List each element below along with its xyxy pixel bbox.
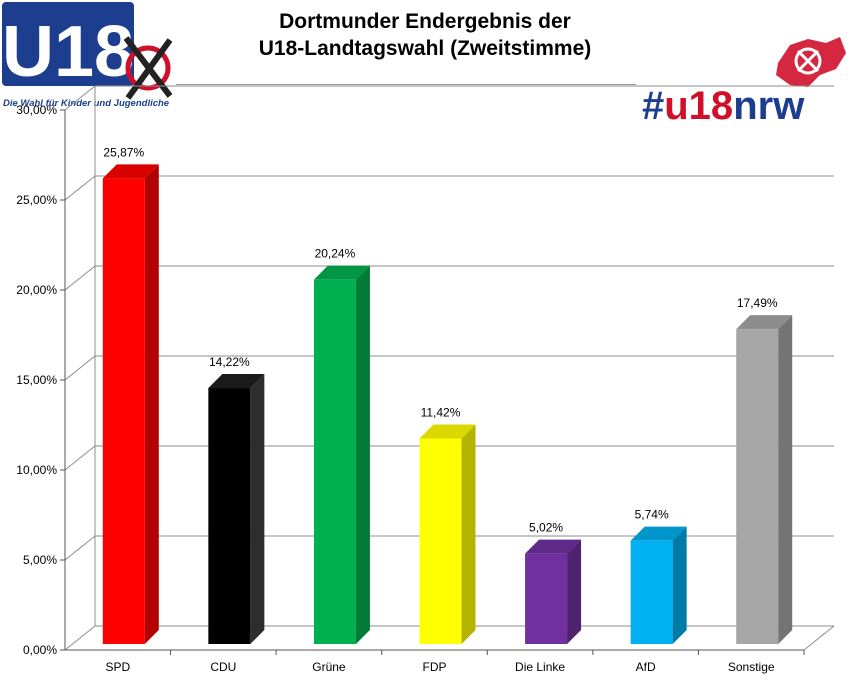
gridline-side: [64, 625, 96, 651]
bar-front: [313, 279, 356, 644]
chart-title-line-2: U18-Landtagswahl (Zweitstimme): [258, 37, 592, 60]
gridline-side: [64, 175, 96, 201]
x-tick-label: Die Linke: [515, 660, 565, 674]
bar-front: [419, 438, 462, 644]
x-tick-label: Grüne: [312, 660, 346, 674]
x-tick-label: AfD: [636, 660, 656, 674]
bar-top: [525, 539, 582, 554]
chart-title-line-1: Dortmunder Endergebnis der: [279, 10, 571, 33]
bar-spd: [102, 164, 159, 644]
bar-front: [102, 178, 145, 644]
value-label: 20,24%: [315, 247, 356, 261]
bar-side: [144, 164, 159, 644]
bar-cdu: [208, 374, 265, 644]
bar-front: [630, 540, 673, 644]
bar-afd: [630, 526, 687, 644]
bar-sonstige: [736, 315, 793, 644]
title-divider: [176, 84, 636, 85]
y-tick-label: 15,00%: [16, 373, 57, 387]
value-label: 14,22%: [209, 355, 250, 369]
bar-top: [102, 164, 159, 179]
nrw-map-icon: [776, 37, 846, 87]
x-tick-label: SPD: [105, 660, 130, 674]
label-layer: 25,87% 14,22% 20,24% 11,42% 5,02% 5,74% 17,49%: [103, 145, 777, 534]
bar-side: [672, 526, 687, 644]
x-tick-label: Sonstige: [728, 660, 775, 674]
bar-fdp: [419, 424, 476, 644]
u18nrw-logo-text: #u18nrw: [642, 84, 805, 128]
gridline-side: [64, 85, 96, 111]
value-label: 5,74%: [635, 508, 669, 522]
bar-top: [208, 374, 265, 389]
gridline-side: [64, 265, 96, 291]
bar-side: [567, 539, 582, 644]
bar-top: [736, 315, 793, 330]
gridline-side: [64, 535, 96, 561]
bar-front: [525, 553, 568, 644]
axis-layer: 0,00% 5,00% 10,00% 15,00% 20,00% 25,00% 30,00%…: [16, 103, 835, 674]
bar-front: [208, 388, 251, 644]
value-label: 17,49%: [737, 296, 778, 310]
bar-die-linke: [525, 539, 582, 644]
bar-grüne: [313, 265, 370, 644]
bar-layer: [102, 164, 793, 644]
x-tick-label: FDP: [423, 660, 447, 674]
bar-top: [630, 526, 687, 541]
u18nrw-logo: #u18nrw: [642, 37, 846, 128]
u18-logo: U18 Die Wahl für Kinder und Jugendliche: [2, 2, 173, 109]
floor-edge: [803, 625, 835, 651]
x-tick-label: CDU: [210, 660, 236, 674]
y-tick-label: 30,00%: [16, 103, 57, 117]
value-label: 5,02%: [529, 521, 563, 535]
u18-logo-tagline: Die Wahl für Kinder und Jugendliche: [3, 98, 170, 109]
y-tick-label: 10,00%: [16, 463, 57, 477]
gridline-side: [64, 445, 96, 471]
bar-top: [313, 265, 370, 280]
y-tick-label: 25,00%: [16, 193, 57, 207]
y-tick-label: 0,00%: [23, 643, 57, 657]
bar-side: [778, 315, 793, 644]
bar-side: [250, 374, 265, 644]
bar-front: [736, 329, 779, 644]
y-tick-label: 20,00%: [16, 283, 57, 297]
u18-logo-background: [2, 2, 134, 86]
chart-title: Dortmunder Endergebnis der U18-Landtagsw…: [190, 8, 660, 62]
bar-side: [355, 265, 370, 644]
y-tick-label: 5,00%: [23, 553, 57, 567]
value-label: 11,42%: [421, 405, 461, 419]
gridline-side: [64, 355, 96, 381]
value-label: 25,87%: [103, 145, 144, 159]
bar-top: [419, 424, 476, 439]
bar-side: [461, 424, 476, 644]
u18-logo-mark: U18: [2, 12, 134, 92]
